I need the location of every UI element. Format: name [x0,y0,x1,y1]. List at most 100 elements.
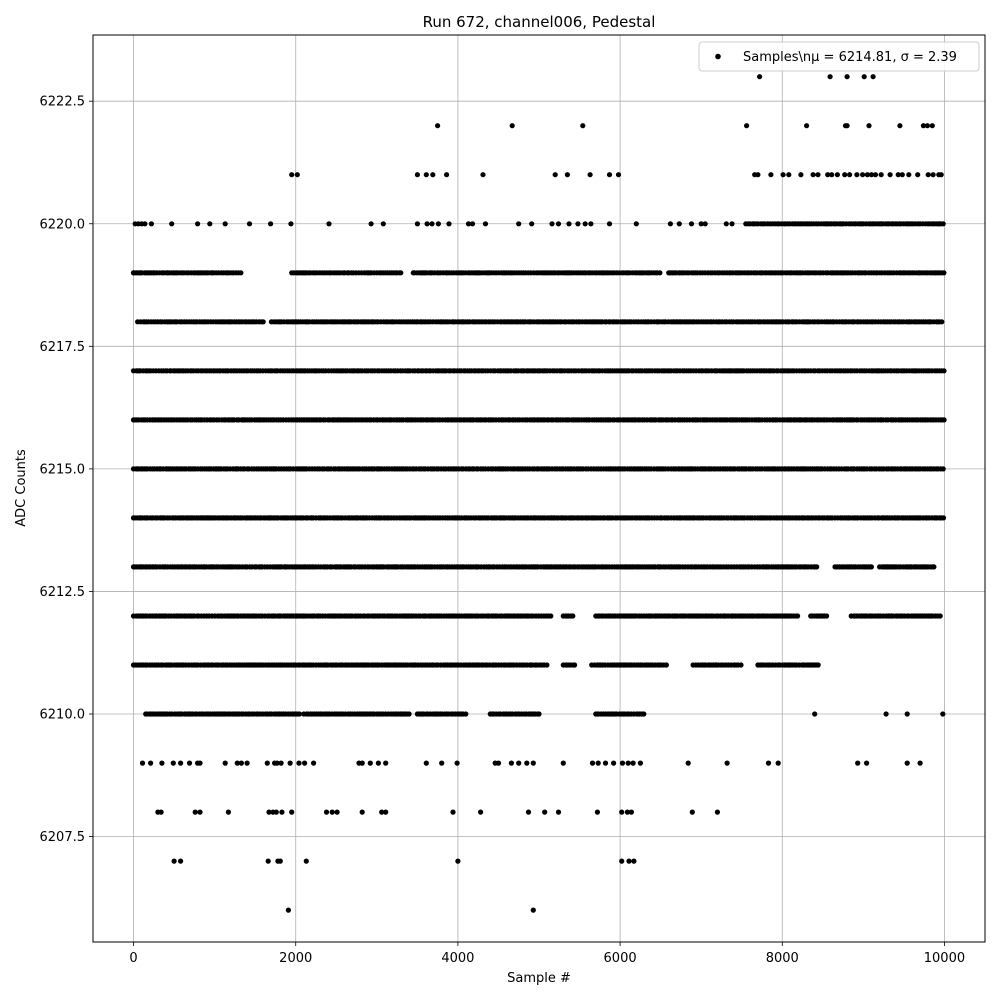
data-point [244,760,250,766]
plot-frame [92,34,986,943]
data-point [359,760,365,766]
data-point [414,172,420,178]
data-point [931,564,937,570]
data-point [197,809,203,815]
data-point [765,760,772,766]
data-point [929,123,935,129]
data-point [572,662,578,668]
y-axis-label: ADC Counts [14,449,29,527]
data-point [566,221,572,227]
data-point [768,172,774,178]
y-tick-label: 6217.5 [40,340,86,355]
data-point [834,172,841,178]
data-point [170,760,176,766]
data-point [810,172,816,178]
data-point [887,172,893,178]
x-tick-label: 10000 [924,951,965,966]
data-point [757,74,763,80]
data-point [940,466,946,472]
data-point [714,809,721,815]
data-point [279,809,285,815]
data-point [469,221,476,227]
data-point [906,172,912,178]
data-point [594,809,601,815]
data-point [724,760,730,766]
data-point [899,172,905,178]
data-point [587,172,593,178]
data-point [606,172,613,178]
data-point [941,368,947,374]
data-point [864,760,870,766]
data-point [530,907,536,913]
data-point [430,172,436,178]
data-point [895,172,901,178]
data-point [941,270,947,276]
data-point [925,172,931,178]
legend-marker [715,53,721,60]
data-point [148,221,154,227]
data-point [689,809,695,815]
data-point [549,221,555,227]
data-point [273,809,279,815]
data-point [685,760,691,766]
data-point [542,809,548,815]
legend-label: Samples\nμ = 6214.81, σ = 2.39 [743,50,957,65]
data-point [854,172,860,178]
data-point [482,221,489,227]
data-point [435,221,441,227]
data-point [804,123,810,129]
legend: Samples\nμ = 6214.81, σ = 2.39 [698,41,980,72]
data-point [878,172,884,178]
data-point [611,760,617,766]
data-point [525,809,532,815]
data-point [824,613,830,619]
data-point [294,172,300,178]
data-point [775,760,781,766]
data-points [130,74,947,913]
data-point [940,515,947,521]
data-point [795,613,801,619]
data-point [755,172,761,178]
data-point [277,858,283,864]
data-point [897,123,903,129]
data-point [595,760,601,766]
data-point [524,760,530,766]
data-point [938,172,944,178]
data-point [429,221,435,227]
data-point [815,172,821,178]
x-tick-label: 0 [129,951,137,966]
data-point [723,221,729,227]
data-point [744,123,750,129]
data-point [702,221,708,227]
data-point [480,172,486,178]
data-point [463,711,469,717]
data-point [311,760,317,766]
data-point [423,760,429,766]
data-point [246,221,253,227]
data-point [939,319,945,325]
data-point [676,221,682,227]
x-axis-label: Sample # [507,971,571,986]
data-point [289,172,295,178]
x-tick-label: 6000 [604,951,637,966]
data-point [379,809,385,815]
data-point [148,760,154,766]
data-point [575,221,581,227]
data-point [555,809,562,815]
data-point [302,760,308,766]
data-point [296,711,302,717]
data-point [864,172,871,178]
y-tick-label: 6222.5 [40,95,86,110]
data-point [847,172,853,178]
data-point [326,221,332,227]
data-point [688,221,695,227]
data-point [861,74,867,80]
data-point [631,858,637,864]
data-point [829,172,835,178]
data-point [383,809,389,815]
data-point [455,858,461,864]
data-point [222,760,228,766]
data-point [195,221,201,227]
data-point [197,760,203,766]
